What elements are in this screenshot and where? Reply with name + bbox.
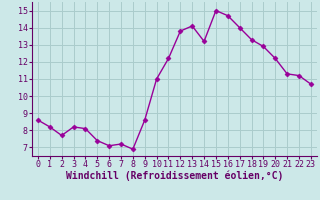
X-axis label: Windchill (Refroidissement éolien,°C): Windchill (Refroidissement éolien,°C) xyxy=(66,171,283,181)
